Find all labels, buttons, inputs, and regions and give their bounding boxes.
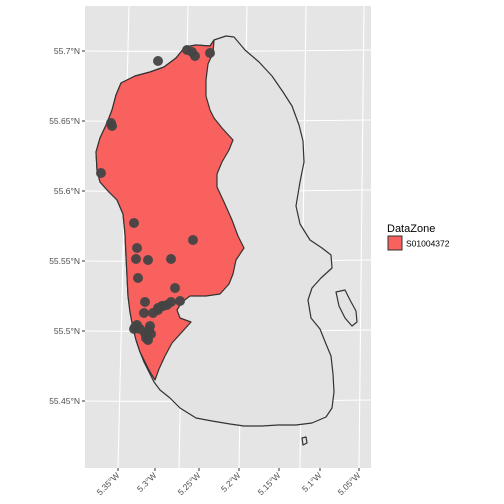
datazone-S01004372[interactable] — [95, 39, 245, 381]
data-point[interactable] — [129, 324, 139, 334]
data-point[interactable] — [170, 283, 180, 293]
data-point[interactable] — [188, 235, 198, 245]
x-tick-label: 5.1°W — [300, 470, 324, 494]
data-point[interactable] — [139, 308, 149, 318]
y-axis: 55.7°N 55.65°N 55.6°N 55.55°N 55.5°N 55.45°N — [49, 46, 85, 406]
islet-east — [335, 289, 358, 327]
data-point[interactable] — [175, 296, 185, 306]
data-point[interactable] — [190, 51, 200, 61]
x-axis: 5.35°W 5.3°W 5.25°W 5.2°W 5.15°W 5.1°W 5.05°W — [95, 468, 363, 497]
data-point[interactable] — [131, 254, 141, 264]
y-tick-label: 55.65°N — [49, 116, 80, 126]
y-tick-label: 55.5°N — [54, 326, 80, 336]
islet-south — [301, 436, 308, 446]
data-points — [96, 45, 215, 345]
y-tick-label: 55.7°N — [54, 46, 80, 56]
data-point[interactable] — [144, 325, 154, 335]
y-tick-label: 55.45°N — [49, 396, 80, 406]
legend-label-S01004372: S01004372 — [406, 239, 450, 249]
legend-key-S01004372[interactable] — [387, 235, 403, 251]
data-point[interactable] — [129, 218, 139, 228]
data-point[interactable] — [166, 254, 176, 264]
data-point[interactable] — [153, 303, 163, 313]
legend: DataZone S01004372 — [387, 223, 450, 251]
data-point[interactable] — [96, 168, 106, 178]
y-tick-label: 55.6°N — [54, 186, 80, 196]
data-point[interactable] — [140, 297, 150, 307]
legend-title: DataZone — [387, 223, 435, 235]
x-tick-label: 5.3°W — [135, 470, 159, 494]
data-point[interactable] — [141, 333, 151, 343]
x-tick-label: 5.35°W — [95, 470, 122, 497]
x-tick-label: 5.15°W — [256, 470, 283, 497]
x-tick-label: 5.05°W — [336, 470, 363, 497]
data-point[interactable] — [107, 121, 117, 131]
y-tick-label: 55.55°N — [49, 256, 80, 266]
data-point[interactable] — [132, 243, 142, 253]
data-point[interactable] — [143, 255, 153, 265]
x-tick-label: 5.2°W — [219, 470, 243, 494]
data-point[interactable] — [162, 300, 172, 310]
data-point[interactable] — [153, 56, 163, 66]
data-point[interactable] — [133, 273, 143, 283]
x-tick-label: 5.25°W — [176, 470, 203, 497]
data-point[interactable] — [205, 48, 215, 58]
